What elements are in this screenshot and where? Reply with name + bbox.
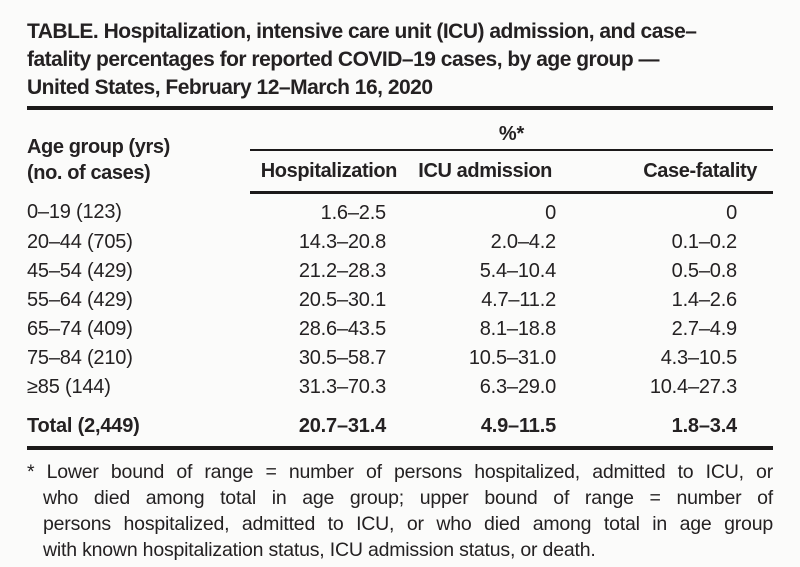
footnote-line-2: who died among total in age group; upper… xyxy=(43,487,773,509)
case-fatality-cell: 4.3–10.5 xyxy=(660,347,737,369)
hospitalization-cell: 30.5–58.7 xyxy=(298,347,386,369)
total-icu-admission-cell: 4.9–11.5 xyxy=(480,415,556,437)
hospitalization-cell: 21.2–28.3 xyxy=(298,260,386,282)
column-header-icu-admission: ICU admission xyxy=(400,150,565,194)
age-group-header-line-1: Age group (yrs) xyxy=(27,135,170,158)
column-header-case-fatality: Case-fatality xyxy=(565,150,773,194)
total-label-cell: Total (2,449) xyxy=(27,415,140,437)
hospitalization-cell: 20.5–30.1 xyxy=(298,289,386,311)
case-fatality-cell: 1.4–2.6 xyxy=(671,289,738,311)
footnote-line-3: persons hospitalized, admitted to ICU, o… xyxy=(43,513,773,535)
column-header-row: Hospitalization ICU admission Case-fatal… xyxy=(27,150,773,194)
case-fatality-cell: 0.1–0.2 xyxy=(671,231,738,253)
hospitalization-cell: 28.6–43.5 xyxy=(298,318,386,340)
age-group-column-header: Age group (yrs) (no. of cases) xyxy=(27,108,250,193)
footnote-line-1: * Lower bound of range = number of perso… xyxy=(27,461,773,483)
age-group-cell: ≥85 (144) xyxy=(27,376,111,398)
table-row: 0–19 (123) 1.6–2.5 0 0 xyxy=(27,193,773,229)
table-title-line-1: TABLE. Hospitalization, intensive care u… xyxy=(27,20,697,43)
table-row: 65–74 (409) 28.6–43.5 8.1–18.8 2.7–4.9 xyxy=(27,315,773,344)
icu-admission-cell: 6.3–29.0 xyxy=(479,376,556,398)
icu-admission-cell: 8.1–18.8 xyxy=(479,318,556,340)
case-fatality-cell: 0 xyxy=(726,202,737,224)
table-row: 55–64 (429) 20.5–30.1 4.7–11.2 1.4–2.6 xyxy=(27,286,773,315)
age-group-cell: 65–74 (409) xyxy=(27,318,133,340)
age-group-cell: 55–64 (429) xyxy=(27,289,133,311)
total-hospitalization-cell: 20.7–31.4 xyxy=(298,415,386,437)
icu-admission-cell: 2.0–4.2 xyxy=(490,231,557,253)
icu-admission-cell: 0 xyxy=(545,202,556,224)
table-row: 75–84 (210) 30.5–58.7 10.5–31.0 4.3–10.5 xyxy=(27,344,773,373)
table-row: 45–54 (429) 21.2–28.3 5.4–10.4 0.5–0.8 xyxy=(27,257,773,286)
total-row: Total (2,449) 20.7–31.4 4.9–11.5 1.8–3.4 xyxy=(27,402,773,448)
case-fatality-cell: 10.4–27.3 xyxy=(649,376,737,398)
hospitalization-cell: 31.3–70.3 xyxy=(298,376,386,398)
case-fatality-cell: 0.5–0.8 xyxy=(671,260,738,282)
footnote-line-4: with known hospitalization status, ICU a… xyxy=(43,539,596,561)
age-group-cell: 75–84 (210) xyxy=(27,347,133,369)
icu-admission-cell: 4.7–11.2 xyxy=(481,289,556,311)
age-group-header-line-2: (no. of cases) xyxy=(27,161,151,184)
age-group-cell: 0–19 (123) xyxy=(27,201,122,224)
age-group-cell: 20–44 (705) xyxy=(27,231,133,253)
footnote: * Lower bound of range = number of perso… xyxy=(27,459,773,563)
table-row: ≥85 (144) 31.3–70.3 6.3–29.0 10.4–27.3 xyxy=(27,373,773,402)
icu-admission-cell: 10.5–31.0 xyxy=(468,347,556,369)
spanner-header-row: Age group (yrs) (no. of cases) %* xyxy=(27,108,773,184)
age-group-cell: 45–54 (429) xyxy=(27,260,133,282)
table-title-line-3: United States, February 12–March 16, 202… xyxy=(27,76,433,99)
column-header-hospitalization: Hospitalization xyxy=(250,150,400,194)
table-row: 20–44 (705) 14.3–20.8 2.0–4.2 0.1–0.2 xyxy=(27,228,773,257)
percent-spanner-header: %* xyxy=(250,108,773,151)
table-title-line-2: fatality percentages for reported COVID–… xyxy=(27,48,660,71)
table-title: TABLE. Hospitalization, intensive care u… xyxy=(27,18,773,102)
case-fatality-cell: 2.7–4.9 xyxy=(671,318,738,340)
covid-age-group-table: Age group (yrs) (no. of cases) %* Hospit… xyxy=(27,106,773,450)
total-case-fatality-cell: 1.8–3.4 xyxy=(671,415,738,437)
hospitalization-cell: 1.6–2.5 xyxy=(320,202,387,224)
hospitalization-cell: 14.3–20.8 xyxy=(298,231,386,253)
icu-admission-cell: 5.4–10.4 xyxy=(479,260,556,282)
